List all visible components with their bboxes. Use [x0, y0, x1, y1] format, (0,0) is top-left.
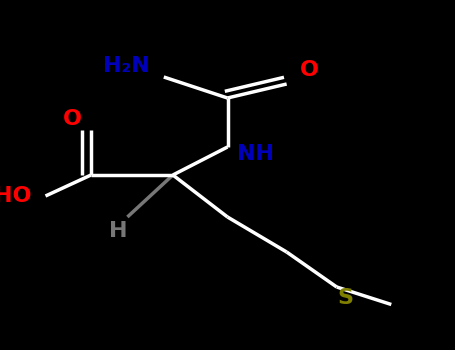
Text: H: H — [109, 221, 127, 241]
Text: O: O — [300, 60, 319, 80]
Text: O: O — [63, 109, 82, 129]
Text: HO: HO — [0, 186, 32, 206]
Text: S: S — [338, 287, 354, 308]
Text: H₂N: H₂N — [103, 56, 150, 77]
Text: NH: NH — [237, 144, 273, 164]
